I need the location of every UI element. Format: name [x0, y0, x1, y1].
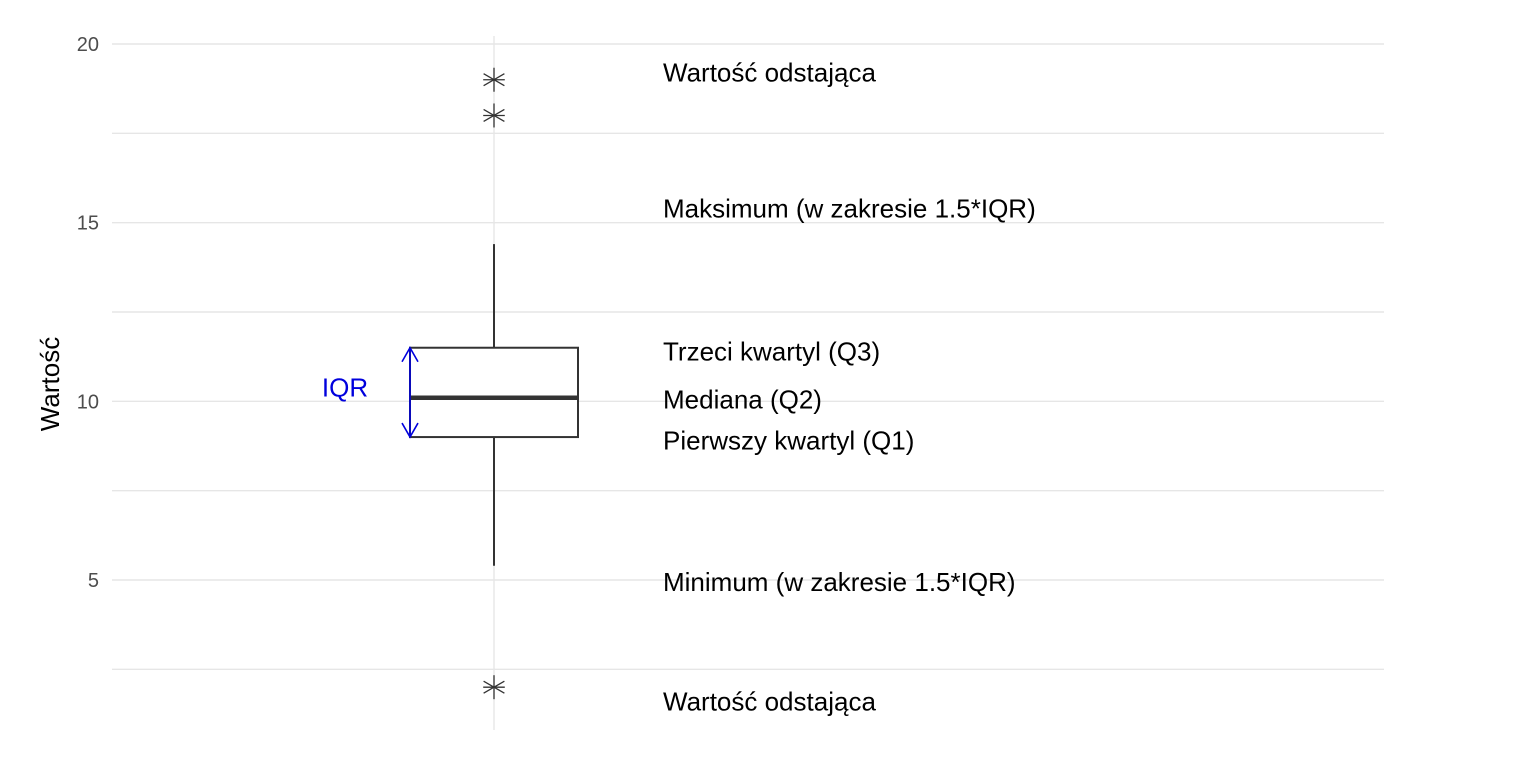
outlier-point	[483, 675, 505, 700]
annotation-outlier-top: Wartość odstająca	[663, 58, 876, 88]
annotations: Wartość odstająca Maksimum (w zakresie 1.…	[663, 58, 1036, 717]
iqr-indicator: IQR	[322, 346, 419, 439]
outlier-point	[483, 103, 505, 128]
annotation-q1: Pierwszy kwartyl (Q1)	[663, 426, 914, 456]
y-axis-title: Wartość	[35, 337, 65, 431]
y-tick-label: 5	[88, 570, 99, 592]
iqr-arrow-head-bottom	[401, 422, 419, 439]
iqr-arrow-head-top	[401, 346, 419, 363]
annotation-q3: Trzeci kwartyl (Q3)	[663, 336, 880, 366]
annotation-outlier-bottom: Wartość odstająca	[663, 686, 876, 716]
y-tick-label: 10	[77, 391, 99, 413]
grid-lines	[112, 36, 1384, 730]
boxplot	[409, 67, 579, 700]
outlier-point	[483, 67, 505, 92]
annotation-max: Maksimum (w zakresie 1.5*IQR)	[663, 193, 1036, 223]
annotation-median: Mediana (Q2)	[663, 385, 822, 415]
y-tick-label: 20	[77, 34, 99, 56]
annotation-min: Minimum (w zakresie 1.5*IQR)	[663, 567, 1016, 597]
y-axis-ticks: 5 10 15 20	[77, 34, 99, 592]
iqr-label: IQR	[322, 372, 368, 402]
iqr-box	[409, 346, 579, 439]
y-tick-label: 15	[77, 213, 99, 235]
